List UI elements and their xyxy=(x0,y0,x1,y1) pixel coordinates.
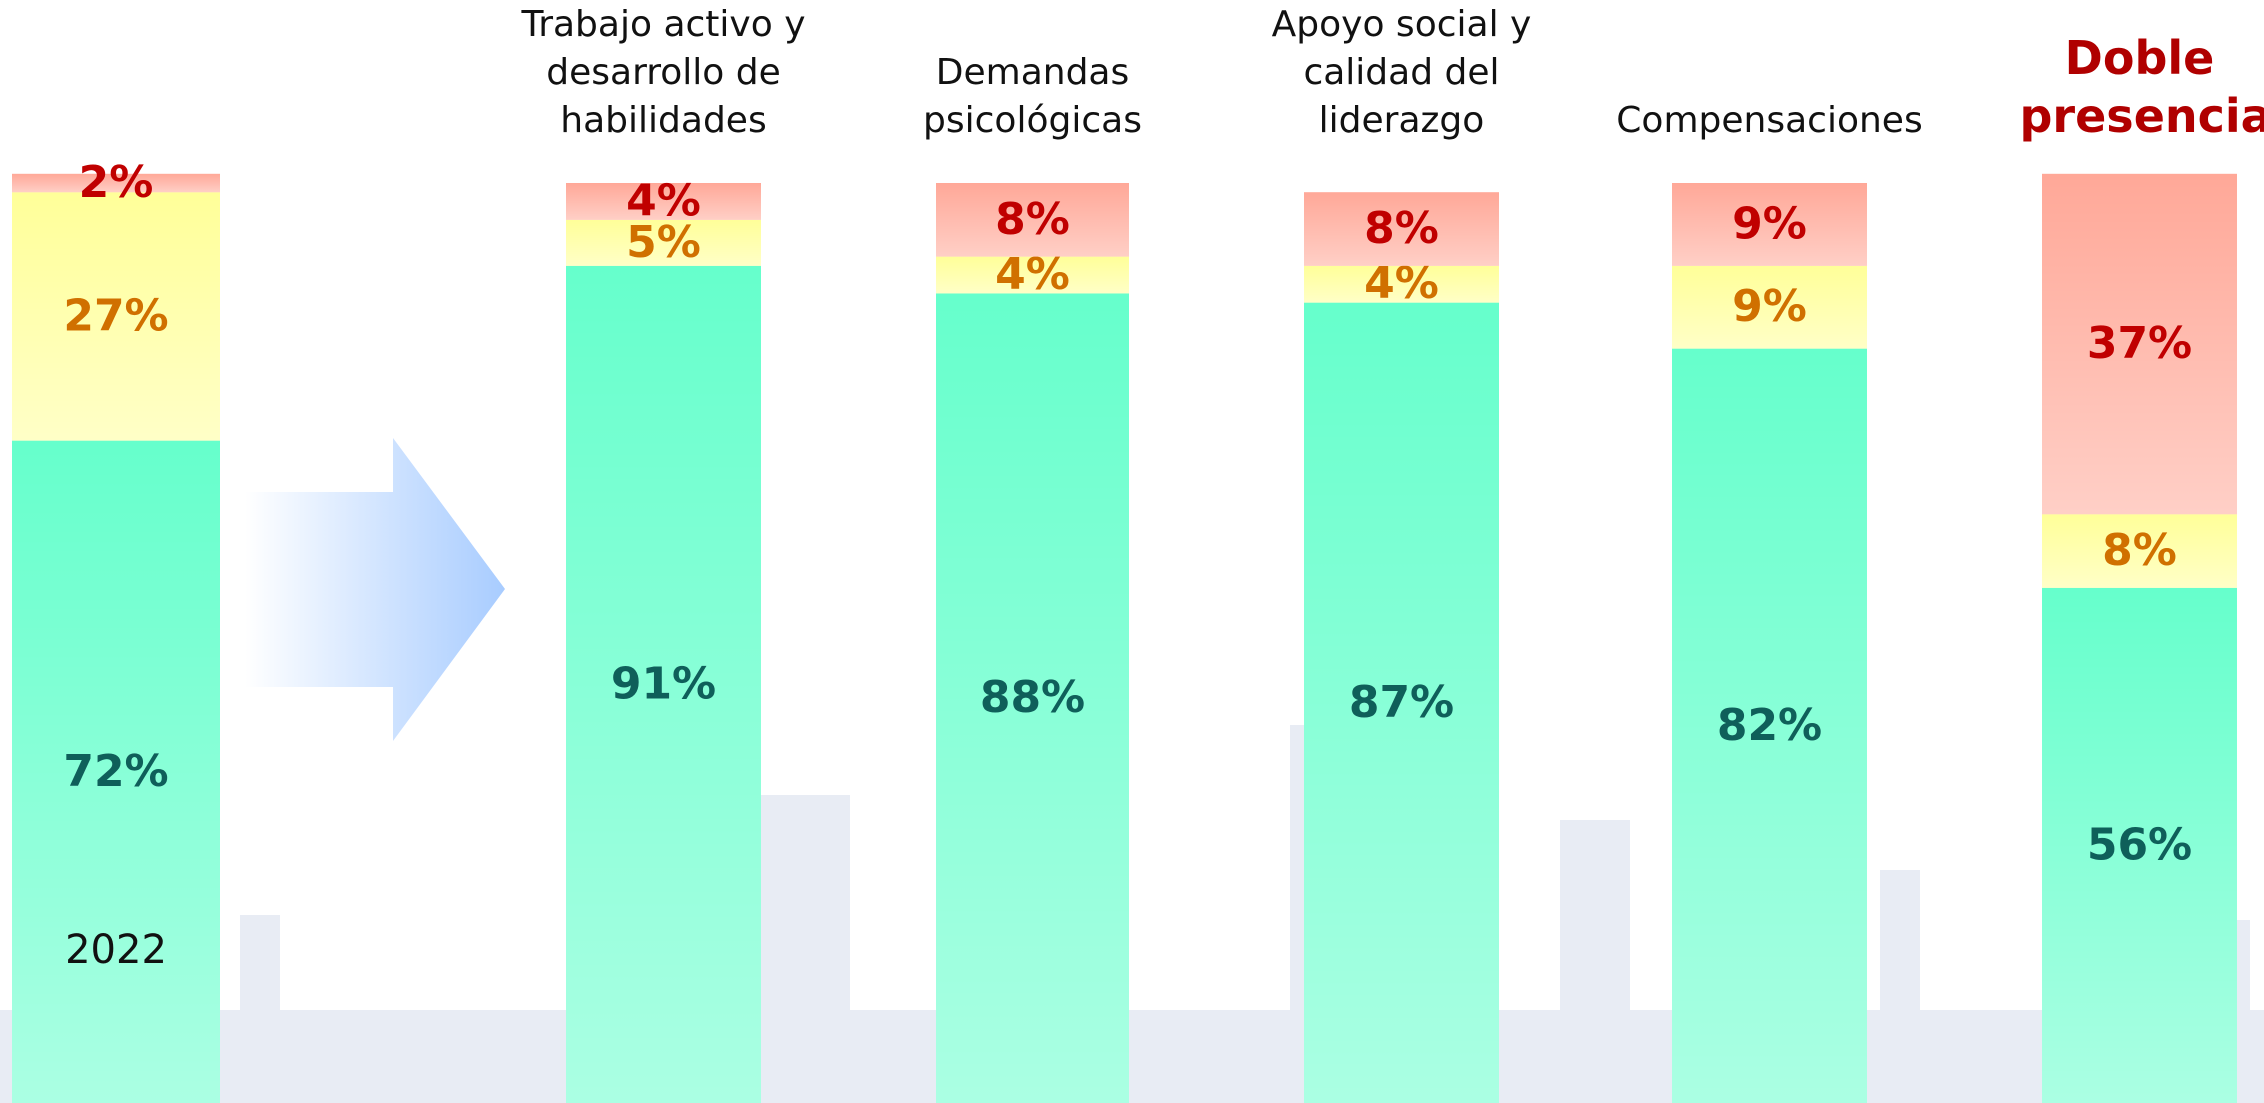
category-label: Apoyo social y calidad del liderazgo xyxy=(1242,1,1562,145)
chart: 72%27%2%91%5%4%88%4%8%87%4%8%82%9%9%56%8… xyxy=(0,0,2264,1103)
value-label: 56% xyxy=(2087,819,2192,870)
value-label: 4% xyxy=(1364,258,1439,309)
value-label: 72% xyxy=(63,746,168,797)
value-label: 91% xyxy=(611,658,716,709)
arrow xyxy=(245,438,505,741)
value-label: 8% xyxy=(995,194,1070,245)
category-label: Trabajo activo y desarrollo de habilidad… xyxy=(504,1,824,145)
category-label: Doble presencia xyxy=(2020,29,2260,145)
value-label: 4% xyxy=(626,175,701,226)
value-label: 9% xyxy=(1732,281,1807,332)
value-label: 37% xyxy=(2087,318,2192,369)
value-label: 8% xyxy=(1364,203,1439,254)
value-label: 87% xyxy=(1349,677,1454,728)
page: 72%27%2%91%5%4%88%4%8%87%4%8%82%9%9%56%8… xyxy=(0,0,2264,1103)
category-label: 2022 xyxy=(0,926,276,974)
category-label: Compensaciones xyxy=(1610,97,1930,145)
value-label: 27% xyxy=(63,290,168,341)
value-label: 8% xyxy=(2102,525,2177,576)
value-label: 9% xyxy=(1732,198,1807,249)
value-label: 2% xyxy=(79,157,154,208)
value-label: 88% xyxy=(980,672,1085,723)
category-label: Demandas psicológicas xyxy=(873,49,1193,145)
value-label: 4% xyxy=(995,249,1070,300)
value-label: 82% xyxy=(1717,700,1822,751)
